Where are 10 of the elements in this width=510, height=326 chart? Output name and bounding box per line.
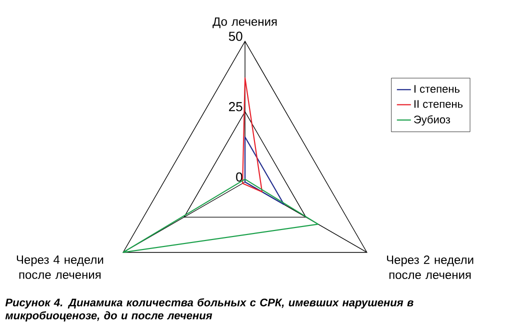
y-tick-label: 0 [236, 172, 242, 182]
spoke-label: До лечения [212, 17, 277, 28]
legend-label: II степень [414, 100, 463, 108]
legend-label: I степень [414, 85, 460, 93]
y-tick-label: 25 [229, 102, 242, 112]
y-tick-label: 50 [228, 32, 242, 41]
spoke-label: Через 4 недели после лечения [16, 256, 104, 279]
text: Рисунок 4. Динамика количества больных с СРК, имевших нарушения в микробиоценозе, до и после лечения [5, 298, 414, 322]
spoke-label: Через 2 недели после лечения [387, 256, 474, 280]
legend-label: Эубиоз [414, 115, 450, 126]
